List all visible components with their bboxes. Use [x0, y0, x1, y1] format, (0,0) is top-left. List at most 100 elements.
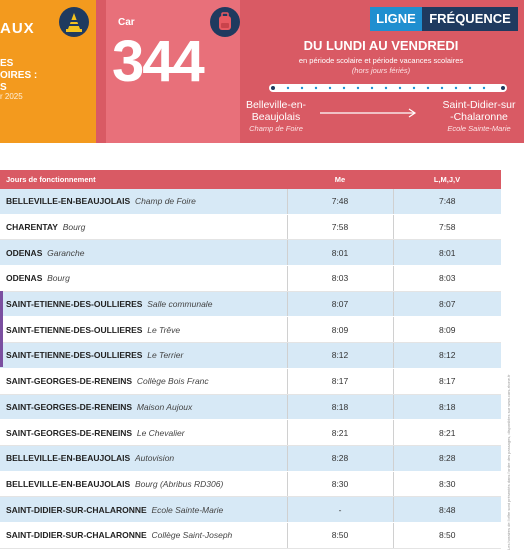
time-wednesday: 8:18	[286, 394, 393, 421]
stop-name: Autovision	[134, 453, 175, 464]
table-row: SAINT-DIDIER-SUR-CHALARONNE Collège Sain…	[0, 522, 501, 549]
time-weekdays: 8:30	[392, 471, 501, 498]
commune-name: ODENAS	[6, 273, 43, 284]
time-wednesday: 8:28	[286, 445, 393, 472]
table-row: SAINT-DIDIER-SUR-CHALARONNE Ecole Sainte…	[0, 496, 501, 523]
header-wednesday: Me	[287, 170, 393, 189]
arrow-right-icon	[320, 108, 417, 118]
table-row: SAINT-GEORGES-DE-RENEINS Maison Aujoux 8:…	[0, 394, 501, 421]
time-weekdays: 8:28	[392, 445, 501, 472]
mode-label: Car	[118, 17, 135, 28]
stop-name: Champ de Foire	[134, 196, 196, 207]
table-row: BELLEVILLE-EN-BEAUJOLAIS Bourg (Abribus …	[0, 471, 501, 498]
stop-name: Le Trêve	[147, 324, 181, 335]
time-wednesday: 8:01	[286, 239, 393, 267]
time-weekdays: 8:50	[392, 522, 501, 549]
time-weekdays: 8:21	[392, 419, 501, 446]
stop-name: Le Chevalier	[136, 427, 185, 438]
traffic-cone-icon	[59, 7, 89, 37]
time-weekdays: 7:48	[392, 189, 501, 215]
stop-name: Collège Bois Franc	[136, 376, 209, 387]
stop-cell: SAINT-ETIENNE-DES-OULLIERES Le Terrier	[0, 342, 287, 369]
time-wednesday: 8:50	[286, 522, 393, 549]
stop-name: Salle communale	[147, 299, 213, 310]
time-weekdays: 8:09	[392, 316, 501, 344]
time-weekdays: 8:48	[392, 496, 501, 523]
service-days: DU LUNDI AU VENDREDI	[303, 38, 459, 53]
stop-name: Garanche	[47, 247, 85, 258]
table-row: CHARENTAY Bourg 7:58 7:58	[0, 214, 501, 241]
commune-name: SAINT-ETIENNE-DES-OULLIERES	[6, 299, 143, 310]
commune-name: SAINT-ETIENNE-DES-OULLIERES	[6, 324, 143, 335]
destination-commune: Saint-Didier-sur -Chalaronne	[442, 99, 516, 123]
route-dots	[269, 84, 507, 92]
side-legal-note: Les horaires de l'offre sont présentés d…	[506, 374, 511, 550]
stop-cell: SAINT-DIDIER-SUR-CHALARONNE Ecole Sainte…	[0, 496, 287, 523]
stop-cell: SAINT-DIDIER-SUR-CHALARONNE Collège Sain…	[0, 522, 287, 549]
origin-stop: Champ de Foire	[249, 124, 303, 133]
time-wednesday: 8:09	[286, 316, 393, 344]
stop-cell: SAINT-GEORGES-DE-RENEINS Maison Aujoux	[0, 394, 287, 421]
timetable-header: Jours de fonctionnement Me L,M,J,V	[0, 170, 501, 189]
commune-name: BELLEVILLE-EN-BEAUJOLAIS	[6, 478, 131, 489]
stop-name: Le Terrier	[147, 350, 184, 361]
stop-cell: SAINT-ETIENNE-DES-OULLIERES Salle commun…	[0, 291, 287, 318]
school-bag-icon	[210, 7, 240, 37]
commune-name: SAINT-DIDIER-SUR-CHALARONNE	[6, 530, 147, 541]
time-wednesday: 8:12	[286, 342, 393, 369]
table-row: BELLEVILLE-EN-BEAUJOLAIS Autovision 8:28 8…	[0, 445, 501, 472]
commune-name: SAINT-GEORGES-DE-RENEINS	[6, 427, 133, 438]
stop-name: Bourg	[47, 273, 70, 284]
time-weekdays: 8:03	[392, 265, 501, 292]
time-weekdays: 8:07	[392, 291, 501, 318]
time-weekdays: 8:12	[392, 342, 501, 369]
commune-name: SAINT-GEORGES-DE-RENEINS	[6, 401, 133, 412]
time-wednesday: 8:17	[286, 368, 393, 395]
stop-cell: BELLEVILLE-EN-BEAUJOLAIS Bourg (Abribus …	[0, 471, 287, 498]
time-wednesday: 7:58	[286, 214, 393, 241]
timetable-body: BELLEVILLE-EN-BEAUJOLAIS Champ de Foire 7…	[0, 189, 501, 549]
table-row: SAINT-ETIENNE-DES-OULLIERES Le Trêve 8:09…	[0, 316, 501, 344]
time-wednesday: 8:03	[286, 265, 393, 292]
time-wednesday: 8:07	[286, 291, 393, 318]
stop-name: Maison Aujoux	[136, 401, 193, 412]
ligne-badge: LIGNE	[370, 7, 422, 31]
commune-name: BELLEVILLE-EN-BEAUJOLAIS	[6, 196, 131, 207]
table-row: SAINT-ETIENNE-DES-OULLIERES Le Terrier 8:…	[0, 342, 501, 369]
stop-cell: SAINT-ETIENNE-DES-OULLIERES Le Trêve	[0, 316, 287, 344]
line-number: 344	[112, 29, 205, 94]
stop-cell: ODENAS Garanche	[0, 239, 287, 267]
timetable: Jours de fonctionnement Me L,M,J,V BELLE…	[0, 170, 501, 549]
stop-cell: SAINT-GEORGES-DE-RENEINS Le Chevalier	[0, 419, 287, 446]
stop-cell: BELLEVILLE-EN-BEAUJOLAIS Autovision	[0, 445, 287, 472]
line-header: AUX ES OIRES : S r 2025 Car 344 LIGNE FR…	[0, 0, 524, 143]
section-marker	[0, 291, 3, 367]
time-weekdays: 7:58	[392, 214, 501, 241]
commune-name: SAINT-DIDIER-SUR-CHALARONNE	[6, 504, 147, 515]
origin-commune: Belleville-en- Beaujolais	[245, 99, 307, 123]
time-wednesday: 8:30	[286, 471, 393, 498]
commune-name: ODENAS	[6, 247, 43, 258]
previous-panel-lines: ES OIRES : S	[0, 58, 38, 93]
holidays-note: (hors jours fériés)	[351, 66, 411, 75]
table-row: BELLEVILLE-EN-BEAUJOLAIS Champ de Foire 7…	[0, 189, 501, 215]
header-weekdays: L,M,J,V	[393, 170, 501, 189]
table-row: SAINT-ETIENNE-DES-OULLIERES Salle commun…	[0, 291, 501, 318]
stop-name: Bourg (Abribus RD306)	[134, 478, 224, 489]
previous-panel-date: r 2025	[0, 92, 23, 101]
time-wednesday: -	[286, 496, 393, 523]
time-weekdays: 8:18	[392, 394, 501, 421]
time-wednesday: 8:21	[286, 419, 393, 446]
destination-stop: Ecole Sainte-Marie	[447, 124, 511, 133]
stop-name: Collège Saint-Joseph	[151, 530, 233, 541]
stop-name: Ecole Sainte-Marie	[151, 504, 224, 515]
frequence-badge: FRÉQUENCE	[422, 7, 518, 31]
commune-name: BELLEVILLE-EN-BEAUJOLAIS	[6, 453, 131, 464]
stop-cell: ODENAS Bourg	[0, 265, 287, 292]
header-operating-days: Jours de fonctionnement	[0, 170, 287, 189]
service-period: en période scolaire et période vacances …	[298, 56, 464, 65]
previous-panel-title: AUX	[0, 20, 35, 37]
commune-name: SAINT-ETIENNE-DES-OULLIERES	[6, 350, 143, 361]
commune-name: CHARENTAY	[6, 222, 58, 233]
table-row: SAINT-GEORGES-DE-RENEINS Le Chevalier 8:2…	[0, 419, 501, 446]
